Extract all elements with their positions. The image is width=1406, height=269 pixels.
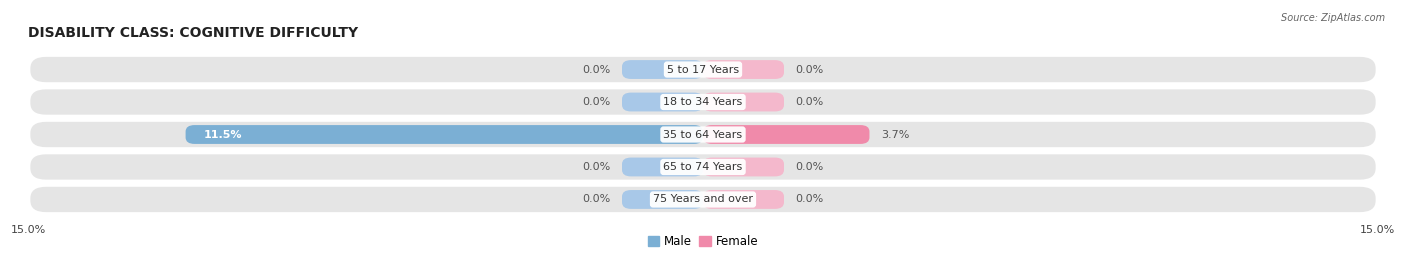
Text: 18 to 34 Years: 18 to 34 Years	[664, 97, 742, 107]
Legend: Male, Female: Male, Female	[643, 230, 763, 253]
FancyBboxPatch shape	[31, 154, 1375, 180]
FancyBboxPatch shape	[621, 158, 703, 176]
Text: DISABILITY CLASS: COGNITIVE DIFFICULTY: DISABILITY CLASS: COGNITIVE DIFFICULTY	[28, 26, 359, 40]
FancyBboxPatch shape	[186, 125, 703, 144]
FancyBboxPatch shape	[31, 187, 1375, 212]
FancyBboxPatch shape	[703, 190, 785, 209]
FancyBboxPatch shape	[31, 122, 1375, 147]
Text: 0.0%: 0.0%	[582, 162, 610, 172]
FancyBboxPatch shape	[703, 60, 785, 79]
Text: 65 to 74 Years: 65 to 74 Years	[664, 162, 742, 172]
FancyBboxPatch shape	[621, 93, 703, 111]
FancyBboxPatch shape	[621, 190, 703, 209]
Text: 0.0%: 0.0%	[796, 97, 824, 107]
Text: 0.0%: 0.0%	[796, 194, 824, 204]
FancyBboxPatch shape	[31, 57, 1375, 82]
Text: 0.0%: 0.0%	[582, 194, 610, 204]
Text: 75 Years and over: 75 Years and over	[652, 194, 754, 204]
FancyBboxPatch shape	[621, 60, 703, 79]
FancyBboxPatch shape	[703, 125, 869, 144]
Text: 11.5%: 11.5%	[204, 129, 242, 140]
Text: 0.0%: 0.0%	[796, 65, 824, 75]
Text: 0.0%: 0.0%	[582, 65, 610, 75]
Text: 35 to 64 Years: 35 to 64 Years	[664, 129, 742, 140]
FancyBboxPatch shape	[31, 89, 1375, 115]
Text: Source: ZipAtlas.com: Source: ZipAtlas.com	[1281, 13, 1385, 23]
FancyBboxPatch shape	[703, 158, 785, 176]
Text: 5 to 17 Years: 5 to 17 Years	[666, 65, 740, 75]
Text: 0.0%: 0.0%	[796, 162, 824, 172]
FancyBboxPatch shape	[703, 93, 785, 111]
Text: 3.7%: 3.7%	[880, 129, 910, 140]
Text: 0.0%: 0.0%	[582, 97, 610, 107]
